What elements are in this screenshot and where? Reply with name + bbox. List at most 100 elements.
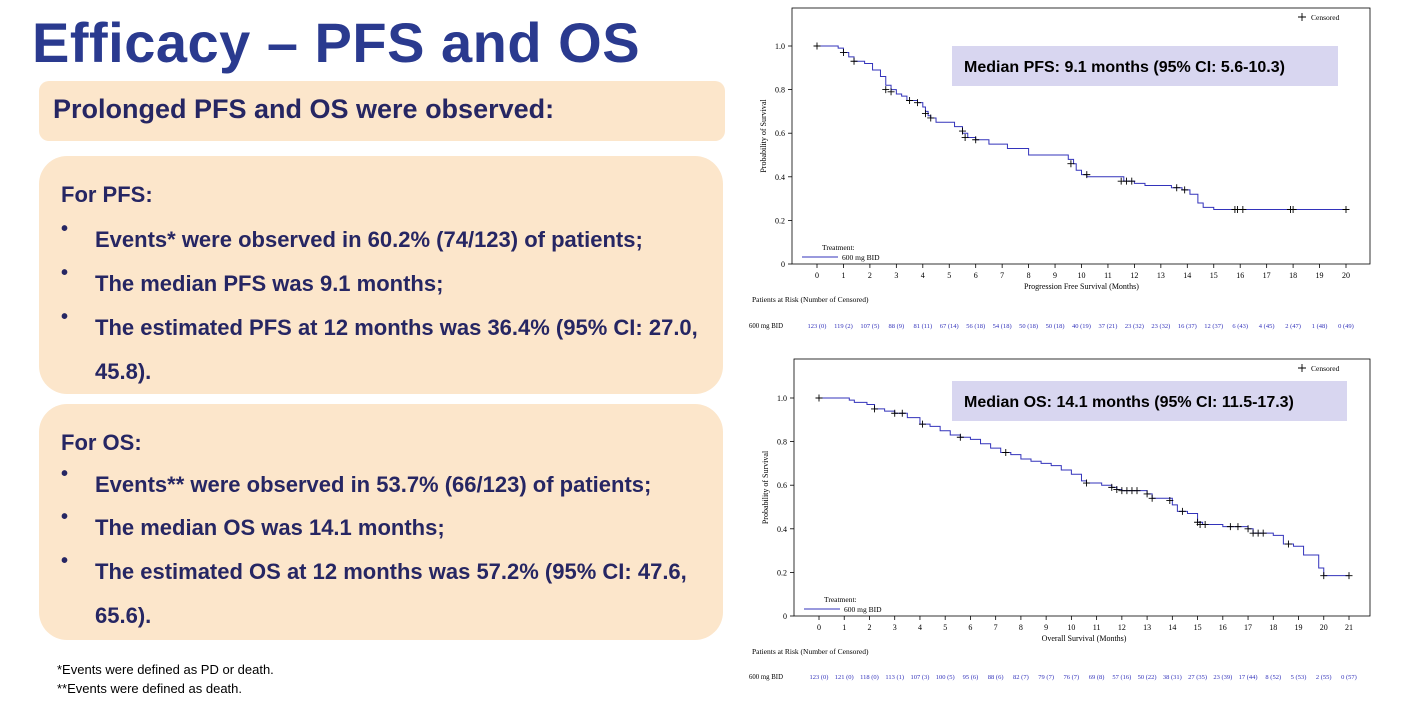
median-highlight-box [952,46,1338,86]
censor-mark [871,405,879,413]
censor-mark [906,97,914,104]
censor-mark [1178,507,1186,515]
censor-mark [914,99,922,107]
footnote-os-events: **Events were defined as death. [57,681,243,696]
at-risk-value: 8 (52) [1265,674,1281,681]
at-risk-value: 23 (39) [1213,674,1232,681]
censor-mark [958,127,966,135]
at-risk-value: 54 (18) [993,323,1012,330]
at-risk-value: 57 (16) [1112,674,1131,681]
x-tick-label: 13 [1143,623,1151,632]
footnote-pfs-events: *Events were defined as PD or death. [57,662,274,677]
x-tick-label: 4 [918,623,922,632]
x-tick-label: 15 [1210,271,1218,280]
censor-mark [1173,184,1181,192]
at-risk-value: 0 (49) [1338,323,1354,330]
x-tick-label: 18 [1289,271,1297,280]
at-risk-value: 67 (14) [940,323,959,330]
pfs-bullet: • The estimated PFS at 12 months was 36.… [61,306,705,394]
at-risk-value: 50 (22) [1138,674,1157,681]
at-risk-value: 119 (2) [834,323,853,330]
y-tick-label: 0.6 [777,481,787,490]
x-tick-label: 0 [817,623,821,632]
pfs-bullet-text: The estimated PFS at 12 months was 36.4%… [95,315,698,384]
x-tick-label: 9 [1053,271,1057,280]
y-tick-label: 0.4 [775,173,785,182]
os-heading: For OS: [61,430,142,455]
censor-mark [972,136,980,144]
pfs-bullet-text: Events* were observed in 60.2% (74/123) … [95,227,643,252]
censor-mark [1067,160,1075,168]
censor-mark [921,110,929,118]
at-risk-value: 1 (48) [1312,323,1328,330]
x-tick-label: 8 [1027,271,1031,280]
bullet-icon: • [61,463,69,485]
at-risk-value: 50 (18) [1046,323,1065,330]
at-risk-value: 123 (0) [808,323,827,330]
pfs-bullet: • Events* were observed in 60.2% (74/123… [61,218,725,262]
x-tick-label: 20 [1342,271,1350,280]
censor-mark [1320,572,1328,580]
y-tick-label: 0.2 [777,568,787,577]
at-risk-value: 4 (45) [1259,323,1275,330]
plot-frame [791,7,1371,265]
bullet-icon: • [61,550,69,572]
censor-mark [1148,494,1156,502]
os-bullet-text: The estimated OS at 12 months was 57.2% … [95,559,687,628]
at-risk-value: 79 (7) [1038,674,1054,681]
x-tick-label: 3 [893,623,897,632]
x-tick-label: 12 [1130,271,1138,280]
x-tick-label: 11 [1093,623,1101,632]
os-bullet: • Events** were observed in 53.7% (66/12… [61,463,725,507]
pfs-summary-card: For PFS: • Events* were observed in 60.2… [39,156,723,394]
x-tick-label: 2 [868,271,872,280]
pfs-km-chart: 00.20.40.60.81.00 1 2 3 4 5 6 7 8 9 10 11 12 13 14 15 16… [749,7,1371,330]
x-tick-label: 0 [815,271,819,280]
at-risk-value: 95 (6) [963,674,979,681]
at-risk-value: 50 (18) [1019,323,1038,330]
x-tick-label: 6 [974,271,978,280]
y-tick-label: 1.0 [775,42,785,51]
censor-mark [1342,206,1350,213]
os-bullet: • The median OS was 14.1 months; [61,506,725,550]
y-tick-label: 0 [783,612,787,621]
at-risk-value: 69 (8) [1089,674,1105,681]
x-tick-label: 10 [1078,271,1086,280]
censor-mark [1108,483,1116,491]
y-tick-label: 0 [781,260,785,269]
at-risk-value: 107 (3) [910,674,929,681]
bullet-icon: • [61,306,69,328]
pfs-bullet-text: The median PFS was 9.1 months; [95,271,444,296]
os-summary-card: For OS: • Events** were observed in 53.7… [39,404,723,640]
x-tick-label: 15 [1194,623,1202,632]
x-tick-label: 12 [1118,623,1126,632]
censor-mark [961,134,969,142]
censor-mark [898,409,906,417]
at-risk-value: 121 (0) [835,674,854,681]
os-bullet: • The estimated OS at 12 months was 57.2… [61,550,705,638]
at-risk-value: 2 (47) [1285,323,1301,330]
censor-mark [850,57,858,65]
at-risk-value: 123 (0) [810,674,829,681]
pfs-bullet: • The median PFS was 9.1 months; [61,262,725,306]
x-tick-label: 1 [841,271,845,280]
at-risk-value: 17 (44) [1239,674,1258,681]
x-tick-label: 21 [1345,623,1353,632]
survival-curve [819,397,1349,577]
x-tick-label: 14 [1183,271,1191,280]
at-risk-value: 27 (35) [1188,674,1207,681]
at-risk-value: 100 (5) [936,674,955,681]
censor-mark [887,88,895,96]
censor-mark [839,49,847,57]
at-risk-value: 12 (37) [1204,323,1223,330]
x-tick-label: 16 [1219,623,1227,632]
y-tick-label: 0.8 [775,86,785,95]
at-risk-value: 56 (18) [966,323,985,330]
at-risk-value: 81 (11) [913,323,932,330]
at-risk-title: Patients at Risk (Number of Censored) [752,647,869,656]
censored-legend-label: Censored [1311,13,1340,22]
at-risk-title: Patients at Risk (Number of Censored) [752,295,869,304]
at-risk-value: 38 (31) [1163,674,1182,681]
at-risk-value: 0 (57) [1341,674,1357,681]
censor-mark [1259,529,1267,537]
